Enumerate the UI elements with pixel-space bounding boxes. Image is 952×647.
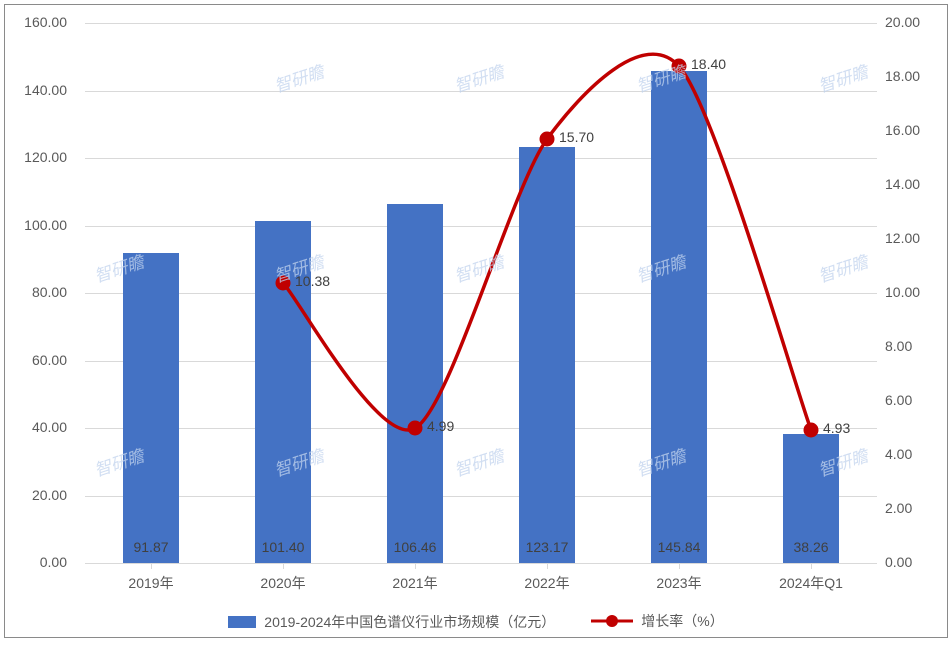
line-marker: [276, 275, 291, 290]
x-axis-label: 2019年: [128, 573, 173, 593]
y1-tick-label: 20.00: [32, 487, 67, 503]
legend: 2019-2024年中国色谱仪行业市场规模（亿元） 增长率（%）: [5, 611, 947, 632]
x-axis-label: 2022年: [524, 573, 569, 593]
y1-tick-label: 140.00: [24, 82, 67, 98]
y1-tick-label: 80.00: [32, 284, 67, 300]
line-value-label: 4.93: [823, 420, 850, 436]
y2-tick-label: 14.00: [885, 176, 920, 192]
y2-tick-label: 2.00: [885, 500, 912, 516]
line-value-label: 4.99: [427, 418, 454, 434]
y1-tick-label: 120.00: [24, 149, 67, 165]
line-value-label: 15.70: [559, 129, 594, 145]
legend-line-label: 增长率（%）: [641, 611, 723, 631]
line-value-label: 18.40: [691, 56, 726, 72]
y2-tick-label: 20.00: [885, 14, 920, 30]
legend-bar-label: 2019-2024年中国色谱仪行业市场规模（亿元）: [264, 612, 555, 632]
bar-value-label: 101.40: [262, 539, 305, 555]
y1-tick-label: 40.00: [32, 419, 67, 435]
y2-tick-label: 18.00: [885, 68, 920, 84]
y2-tick-label: 8.00: [885, 338, 912, 354]
y1-tick-label: 100.00: [24, 217, 67, 233]
y2-tick-label: 4.00: [885, 446, 912, 462]
line-marker: [804, 422, 819, 437]
x-axis-label: 2023年: [656, 573, 701, 593]
legend-bar-swatch: [228, 616, 256, 628]
bar-value-label: 123.17: [526, 539, 569, 555]
y2-tick-label: 16.00: [885, 122, 920, 138]
y2-tick-label: 10.00: [885, 284, 920, 300]
y2-tick-label: 0.00: [885, 554, 912, 570]
growth-line: [283, 54, 811, 430]
x-axis-label: 2020年: [260, 573, 305, 593]
line-value-label: 10.38: [295, 273, 330, 289]
y1-tick-label: 60.00: [32, 352, 67, 368]
chart-frame: 0.00 20.00 40.00 60.00 80.00 100.00 120.00 140.…: [4, 4, 948, 638]
bar-value-label: 38.26: [793, 539, 828, 555]
y1-tick-label: 160.00: [24, 14, 67, 30]
x-axis-label: 2024年Q1: [779, 573, 843, 593]
line-marker: [672, 59, 687, 74]
line-marker: [540, 132, 555, 147]
y2-tick-label: 6.00: [885, 392, 912, 408]
legend-bar-item: 2019-2024年中国色谱仪行业市场规模（亿元）: [228, 612, 555, 632]
bar-value-label: 106.46: [394, 539, 437, 555]
line-marker: [408, 421, 423, 436]
x-axis-label: 2021年: [392, 573, 437, 593]
bar-value-label: 145.84: [658, 539, 701, 555]
legend-line-item: 增长率（%）: [591, 611, 723, 631]
y1-tick-label: 0.00: [40, 554, 67, 570]
legend-line-swatch: [591, 614, 633, 628]
bar-value-label: 91.87: [133, 539, 168, 555]
y2-tick-label: 12.00: [885, 230, 920, 246]
